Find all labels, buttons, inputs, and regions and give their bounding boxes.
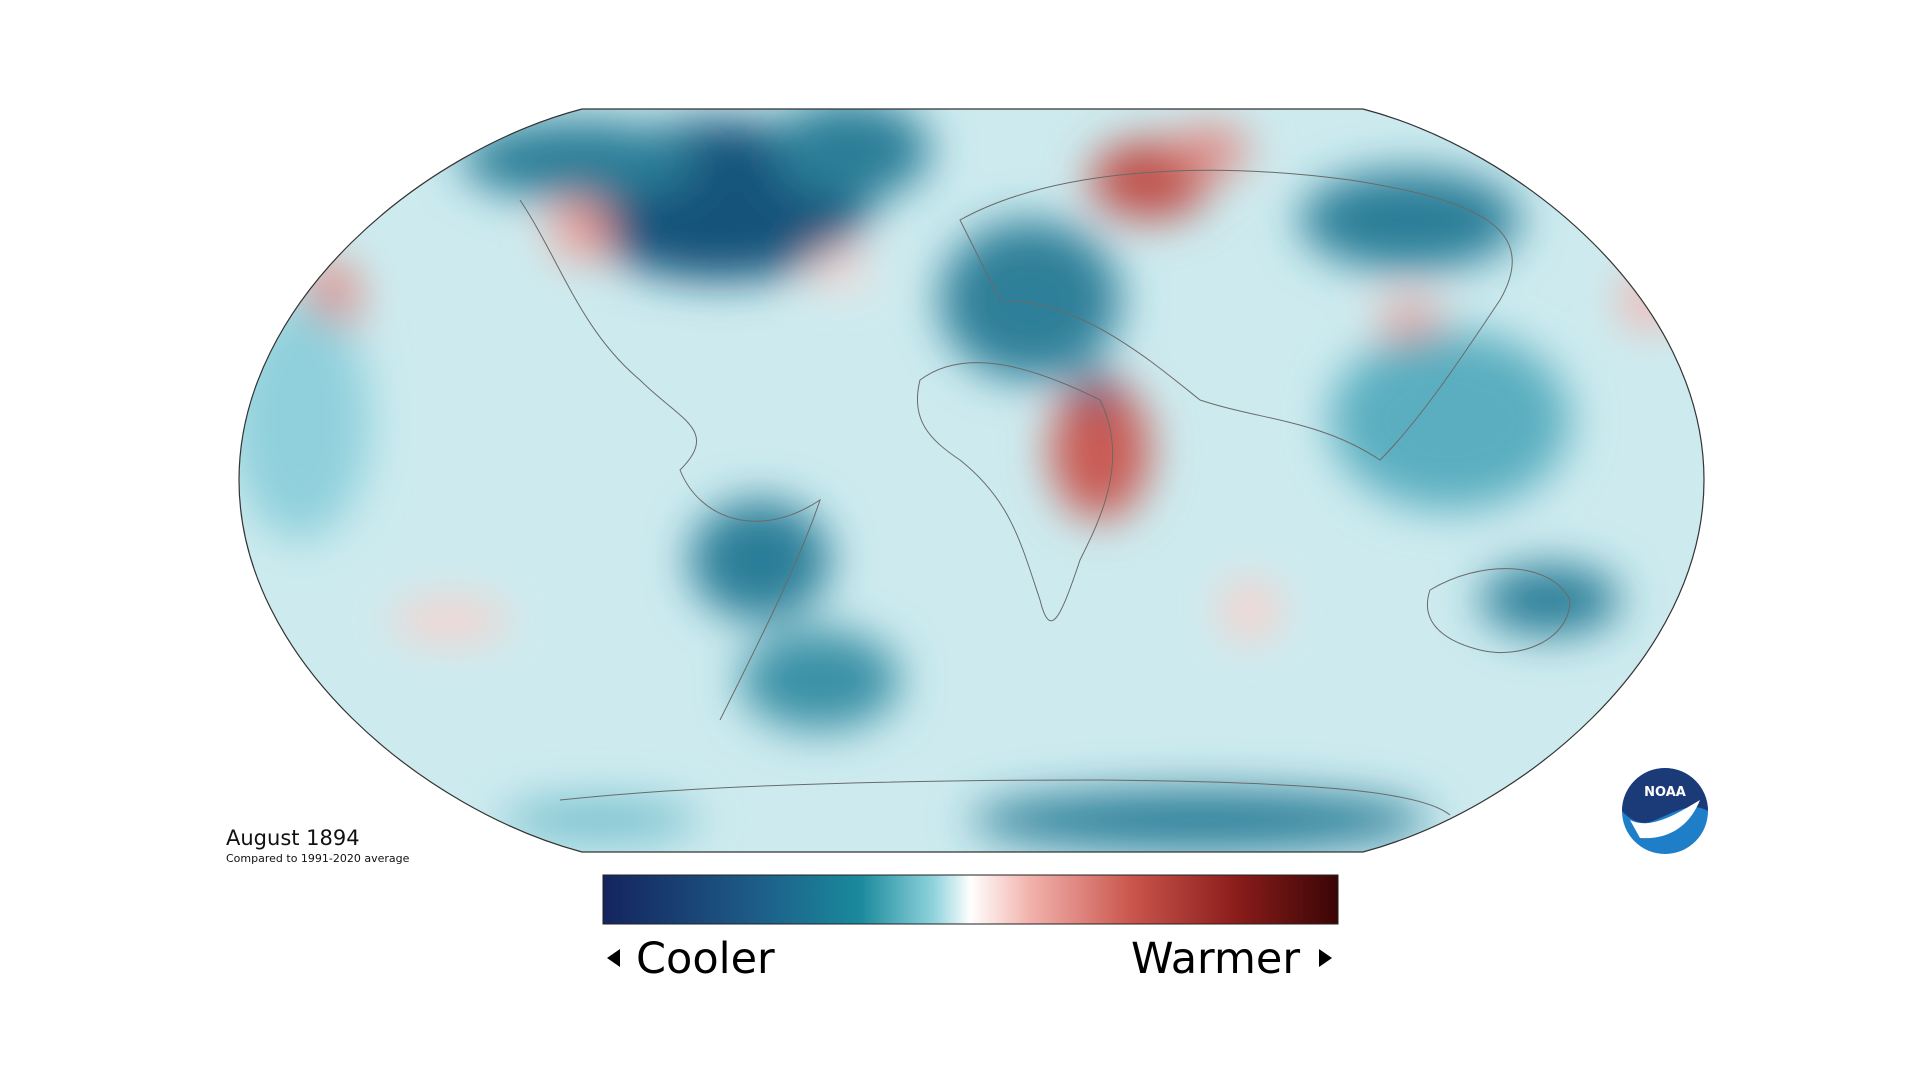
logo-text: NOAA xyxy=(1644,785,1686,800)
warmer-label: Warmer xyxy=(1131,934,1300,984)
cooler-label: Cooler xyxy=(636,934,775,984)
baseline-note: Compared to 1991-2020 average xyxy=(226,852,410,865)
map-outline xyxy=(238,108,1705,853)
period-label: August 1894 xyxy=(226,826,360,850)
coastlines xyxy=(519,169,1571,816)
logo-top xyxy=(1622,768,1708,823)
cooler-arrow xyxy=(607,949,620,967)
color-scale xyxy=(602,874,1339,925)
warmer-arrow xyxy=(1319,949,1332,967)
anomaly-map xyxy=(239,109,1704,852)
logo-bird xyxy=(1630,800,1700,839)
noaa-logo: NOAA xyxy=(1622,768,1708,854)
